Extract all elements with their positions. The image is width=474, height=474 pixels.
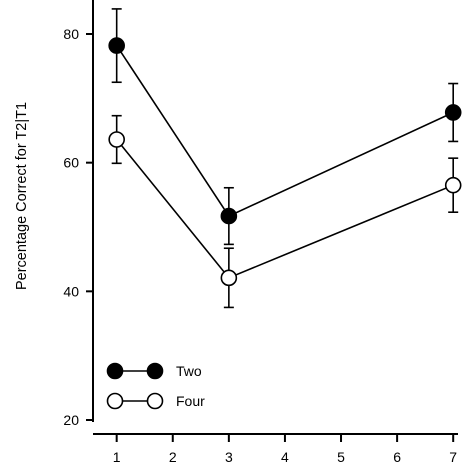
data-point <box>444 176 462 194</box>
data-point <box>444 104 462 121</box>
x-tick-label: 7 <box>449 449 457 465</box>
x-tick-label: 3 <box>225 449 233 465</box>
x-tick-label: 6 <box>393 449 401 465</box>
legend-label: Four <box>176 393 205 409</box>
x-tick-label: 1 <box>113 449 121 465</box>
data-point <box>220 207 238 225</box>
legend-marker <box>106 392 124 410</box>
series-line <box>116 139 454 279</box>
data-point <box>220 269 238 287</box>
y-tick-label: 60 <box>63 155 79 171</box>
x-tick-label: 5 <box>337 449 345 465</box>
y-tick-label: 80 <box>63 26 79 42</box>
y-tick-label: 20 <box>63 412 79 428</box>
legend-marker <box>106 362 124 380</box>
y-ticks: 20 40 60 80 <box>63 26 93 428</box>
series-layer <box>108 8 462 309</box>
x-tick-label: 2 <box>169 449 177 465</box>
legend-item-four: Four <box>106 392 205 410</box>
legend-label: Two <box>176 363 202 379</box>
series-two <box>108 8 462 246</box>
legend-item-two: Two <box>106 362 202 380</box>
x-tick-label: 4 <box>281 449 289 465</box>
legend: Two Four <box>106 362 205 410</box>
y-axis-title: Percentage Correct for T2|T1 <box>14 102 30 290</box>
x-ticks: 1 2 3 4 5 6 7 <box>113 434 457 465</box>
data-point <box>108 37 125 54</box>
series-line <box>116 45 454 218</box>
legend-marker <box>146 392 164 410</box>
legend-marker <box>146 362 164 380</box>
data-point <box>108 131 125 148</box>
y-tick-label: 40 <box>63 283 79 299</box>
series-four <box>108 114 462 309</box>
